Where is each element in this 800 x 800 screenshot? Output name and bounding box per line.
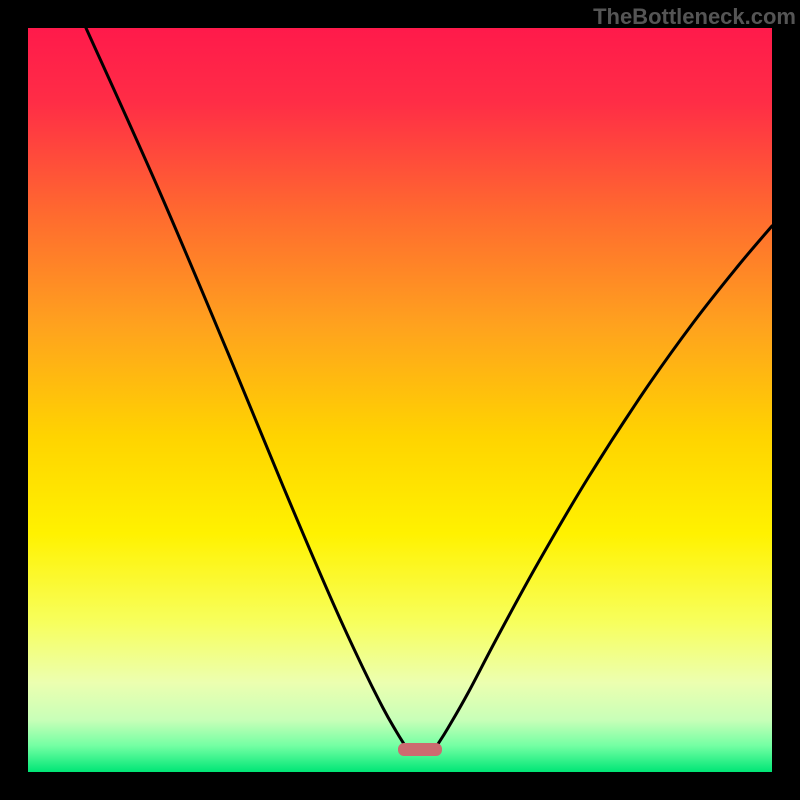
optimal-range-marker <box>398 743 442 756</box>
gradient-background <box>28 28 772 772</box>
bottleneck-chart <box>0 0 800 800</box>
watermark-text: TheBottleneck.com <box>593 4 796 30</box>
